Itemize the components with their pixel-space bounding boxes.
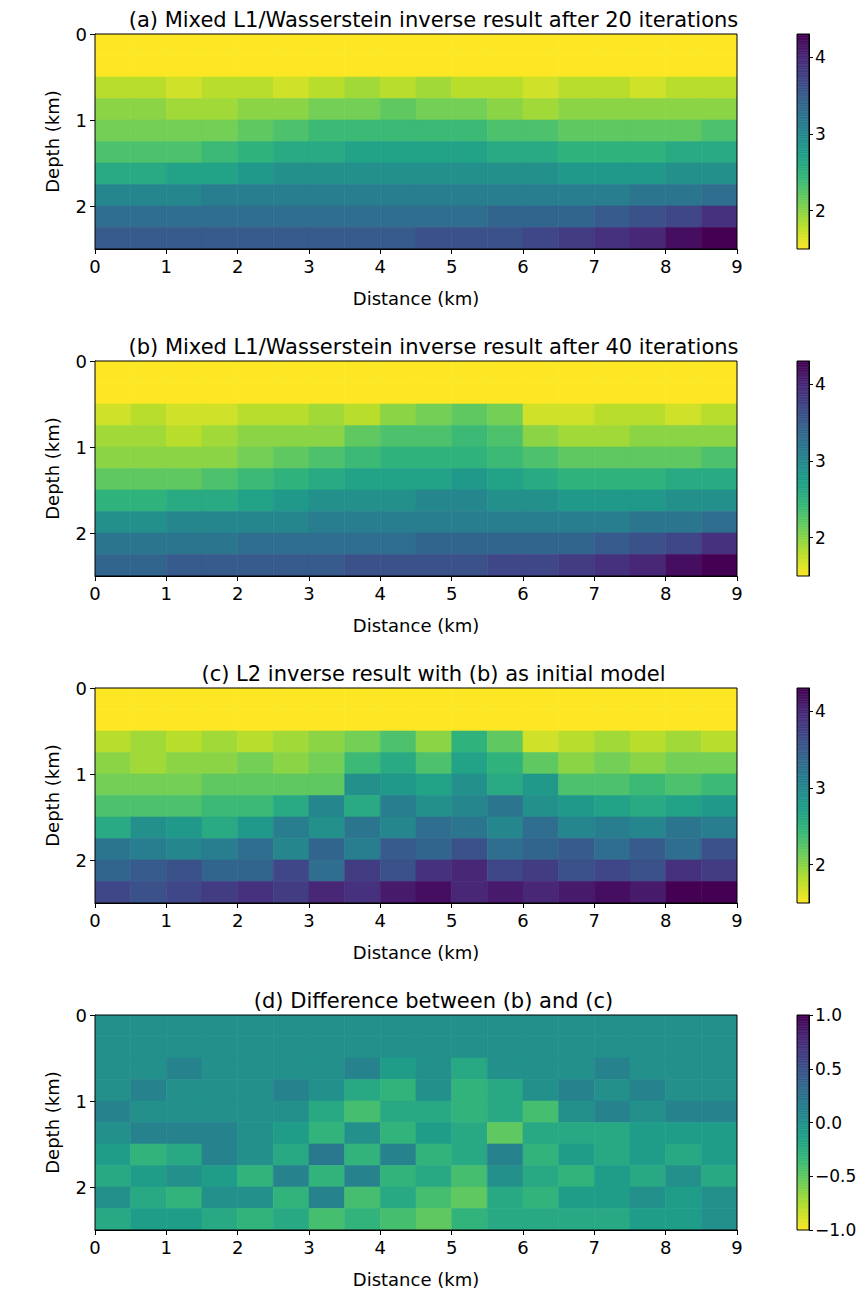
svg-text:5: 5 [446, 1237, 457, 1258]
svg-text:1: 1 [161, 256, 172, 277]
svg-text:9: 9 [731, 1237, 742, 1258]
svg-text:4: 4 [375, 256, 386, 277]
svg-text:4: 4 [815, 374, 826, 394]
svg-text:3: 3 [303, 256, 314, 277]
svg-text:Depth (km): Depth (km) [42, 1071, 63, 1174]
svg-text:(b) Mixed L1/Wasserstein inver: (b) Mixed L1/Wasserstein inverse result … [129, 335, 739, 359]
svg-text:1.0: 1.0 [815, 1005, 842, 1025]
svg-text:6: 6 [517, 1237, 528, 1258]
svg-text:2: 2 [815, 528, 826, 548]
svg-text:1: 1 [76, 110, 87, 131]
svg-text:6: 6 [517, 910, 528, 931]
svg-text:0: 0 [76, 678, 87, 699]
svg-text:7: 7 [589, 583, 600, 604]
svg-text:2: 2 [815, 855, 826, 875]
svg-text:Distance (km): Distance (km) [353, 942, 479, 963]
svg-text:0: 0 [89, 910, 100, 931]
svg-text:0.0: 0.0 [815, 1113, 842, 1133]
svg-text:9: 9 [731, 910, 742, 931]
svg-text:2: 2 [232, 256, 243, 277]
svg-text:7: 7 [589, 1237, 600, 1258]
svg-text:0: 0 [89, 583, 100, 604]
svg-text:0: 0 [76, 24, 87, 45]
svg-text:0: 0 [76, 351, 87, 372]
svg-text:5: 5 [446, 910, 457, 931]
svg-text:3: 3 [303, 583, 314, 604]
svg-text:Depth (km): Depth (km) [42, 417, 63, 520]
svg-text:1: 1 [76, 1091, 87, 1112]
svg-text:Distance (km): Distance (km) [353, 1269, 479, 1290]
svg-text:2: 2 [232, 910, 243, 931]
svg-text:(d) Difference between (b) and: (d) Difference between (b) and (c) [254, 989, 613, 1013]
svg-text:2: 2 [76, 196, 87, 217]
svg-text:1: 1 [161, 583, 172, 604]
svg-text:5: 5 [446, 256, 457, 277]
svg-text:4: 4 [375, 1237, 386, 1258]
svg-text:6: 6 [517, 583, 528, 604]
svg-text:8: 8 [660, 910, 671, 931]
svg-text:Distance (km): Distance (km) [353, 615, 479, 636]
svg-text:2: 2 [76, 523, 87, 544]
svg-text:7: 7 [589, 256, 600, 277]
svg-text:2: 2 [815, 201, 826, 221]
svg-text:−1.0: −1.0 [815, 1220, 856, 1240]
svg-text:2: 2 [76, 850, 87, 871]
svg-text:9: 9 [731, 256, 742, 277]
svg-text:2: 2 [76, 1177, 87, 1198]
svg-text:4: 4 [375, 910, 386, 931]
svg-text:1: 1 [161, 1237, 172, 1258]
svg-text:3: 3 [815, 451, 826, 471]
svg-text:3: 3 [815, 778, 826, 798]
svg-text:4: 4 [815, 701, 826, 721]
svg-text:4: 4 [375, 583, 386, 604]
svg-text:3: 3 [303, 910, 314, 931]
svg-text:Distance (km): Distance (km) [353, 288, 479, 309]
svg-text:Depth (km): Depth (km) [42, 744, 63, 847]
svg-text:1: 1 [76, 437, 87, 458]
svg-text:1: 1 [161, 910, 172, 931]
svg-text:3: 3 [303, 1237, 314, 1258]
svg-text:6: 6 [517, 256, 528, 277]
svg-text:7: 7 [589, 910, 600, 931]
svg-text:−0.5: −0.5 [815, 1166, 856, 1186]
svg-text:Depth (km): Depth (km) [42, 90, 63, 193]
svg-text:8: 8 [660, 583, 671, 604]
svg-text:0: 0 [89, 256, 100, 277]
svg-text:4: 4 [815, 47, 826, 67]
svg-text:5: 5 [446, 583, 457, 604]
svg-text:0.5: 0.5 [815, 1059, 842, 1079]
svg-text:2: 2 [232, 583, 243, 604]
svg-text:(a) Mixed L1/Wasserstein inver: (a) Mixed L1/Wasserstein inverse result … [129, 8, 739, 32]
svg-text:9: 9 [731, 583, 742, 604]
svg-text:0: 0 [89, 1237, 100, 1258]
svg-text:(c) L2 inverse result with (b): (c) L2 inverse result with (b) as initia… [201, 662, 665, 686]
svg-text:8: 8 [660, 1237, 671, 1258]
svg-text:3: 3 [815, 124, 826, 144]
svg-text:1: 1 [76, 764, 87, 785]
svg-text:8: 8 [660, 256, 671, 277]
svg-text:0: 0 [76, 1005, 87, 1026]
svg-text:2: 2 [232, 1237, 243, 1258]
